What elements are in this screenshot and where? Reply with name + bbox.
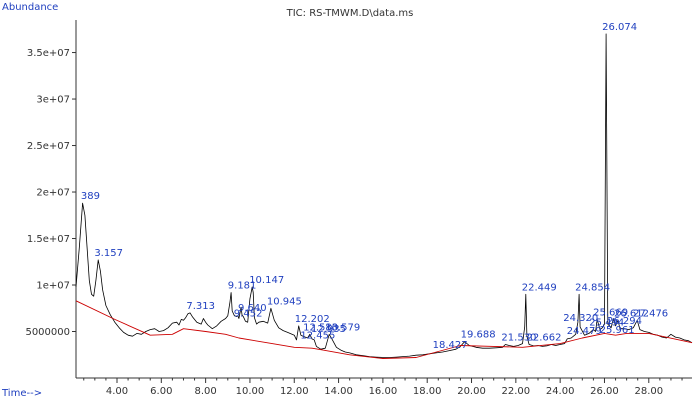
x-axis-corner-label: Time--> [2,388,43,399]
y-tick-label: 3.5e+07 [27,48,70,59]
baseline-series-line [75,300,693,359]
x-tick-label: 16.00 [369,386,398,397]
peak-label: 9.181 [228,280,257,291]
axes-group: 5000000 1e+07 1.5e+07 2e+07 2.5e+07 3e+07 3.5e… [25,20,692,397]
peak-label: 24.854 [575,282,610,293]
x-tick-label: 8.00 [194,386,216,397]
peak-label: 10.945 [267,296,302,307]
peak-label: 12.455 [300,331,335,342]
peak-label: 19.688 [461,330,496,341]
x-tick-label: 20.00 [457,386,486,397]
peak-label: 389 [81,191,100,202]
peak-label: 25.961 [600,325,635,336]
peak-label: 9.640 [238,303,267,314]
x-tick-label: 12.00 [280,386,309,397]
x-tick-label: 26.00 [590,386,619,397]
peak-label: 12.580 [303,322,338,333]
peak-label: 26.612 [614,308,649,319]
peak-label: 7.313 [186,301,215,312]
peak-label: 27.476 [633,308,668,319]
peak-label: 3.157 [94,248,123,259]
peak-label: 12.202 [295,314,330,325]
peak-label: 25.669 [593,307,628,318]
peak-label: 12.935 [311,324,346,335]
y-tick-label: 5000000 [25,327,70,338]
peak-label: 25.494 [589,318,624,329]
peak-label: 18.427 [433,340,468,351]
y-tick-label: 1e+07 [36,281,70,292]
peak-label: 10.147 [249,275,284,286]
x-tick-label: 18.00 [413,386,442,397]
peak-label: 24.479 [567,326,602,337]
y-tick-label: 2e+07 [36,188,70,199]
y-axis-corner-label: Abundance [2,2,59,13]
peak-label: 24.320 [563,313,598,324]
peak-label: 26.074 [602,22,637,33]
traces-group [75,33,693,359]
x-tick-label: 22.00 [502,386,531,397]
chart-title: TIC: RS-TMWM.D\data.ms [286,8,414,19]
peak-label: 21.530 [501,333,536,344]
peak-label: 9.452 [234,308,263,319]
tic-series-line [75,33,693,358]
y-tick-label: 3e+07 [36,95,70,106]
x-tick-label: 10.00 [236,386,265,397]
peak-label: 22.449 [522,282,557,293]
x-tick-label: 14.00 [324,386,353,397]
x-tick-label: 24.00 [546,386,575,397]
y-tick-label: 2.5e+07 [27,141,70,152]
peak-label: 26.294 [607,316,642,327]
peak-label: 13.579 [325,322,360,333]
x-tick-label: 28.00 [634,386,663,397]
peak-label: 22.662 [527,333,562,344]
x-tick-label: 4.00 [106,386,128,397]
y-tick-label: 1.5e+07 [27,234,70,245]
x-tick-label: 6.00 [150,386,172,397]
